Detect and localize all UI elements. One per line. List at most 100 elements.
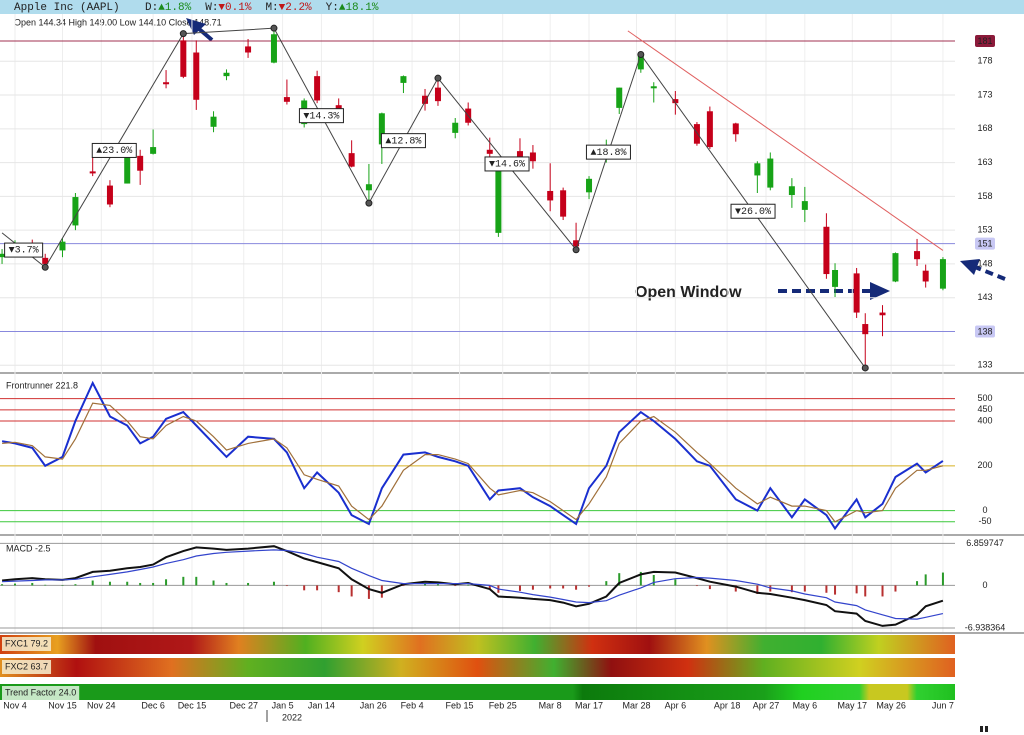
candle-body bbox=[365, 184, 372, 191]
y-tick-label: 500 bbox=[977, 393, 992, 403]
swing-label: ▼3.7% bbox=[9, 246, 39, 257]
strip-label-box bbox=[2, 660, 52, 674]
histogram-bar bbox=[588, 585, 591, 587]
candle-body bbox=[801, 201, 808, 210]
candle-body bbox=[314, 76, 321, 101]
candle-body bbox=[693, 124, 700, 144]
candle-body bbox=[0, 253, 6, 258]
histogram-bar bbox=[562, 585, 565, 589]
y-tick-label: 0 bbox=[982, 505, 987, 515]
year-label: 2022 bbox=[282, 712, 302, 722]
candle-body bbox=[422, 95, 429, 104]
swing-box bbox=[4, 242, 44, 258]
candle-body bbox=[137, 155, 144, 171]
strip-label: Trend Factor 24.0 bbox=[5, 687, 76, 697]
histogram-bar bbox=[708, 585, 711, 590]
histogram-bar bbox=[247, 582, 250, 586]
x-tick-label: Apr 6 bbox=[665, 700, 687, 710]
pivot bbox=[270, 24, 278, 32]
x-tick-label: Dec 15 bbox=[178, 700, 207, 710]
swing-box bbox=[730, 203, 776, 219]
histogram-bar bbox=[108, 581, 111, 586]
change: M:▼2.2% bbox=[265, 2, 312, 14]
candle-body bbox=[586, 178, 593, 193]
candle-body bbox=[637, 55, 644, 70]
level-label: 181 bbox=[977, 36, 992, 46]
heat-strip bbox=[0, 635, 955, 654]
candle-body bbox=[124, 147, 131, 184]
candle-body bbox=[245, 46, 252, 53]
swing-label: ▼14.6% bbox=[489, 160, 525, 171]
icon bbox=[985, 726, 988, 732]
y-tick-label: 173 bbox=[977, 89, 992, 99]
histogram-bar bbox=[152, 582, 155, 586]
swing-label: ▲18.8% bbox=[590, 148, 626, 159]
candle-body bbox=[573, 240, 580, 247]
x-tick-label: Apr 18 bbox=[714, 700, 741, 710]
x-tick-label: Nov 4 bbox=[3, 700, 27, 710]
candle-body bbox=[223, 72, 230, 77]
header-title: Apple Inc (AAPL) bbox=[14, 2, 120, 14]
x-tick-label: May 17 bbox=[838, 700, 868, 710]
heat-strip bbox=[0, 658, 955, 677]
histogram-bar bbox=[924, 574, 927, 586]
candle-body bbox=[59, 241, 66, 251]
x-tick-label: Dec 27 bbox=[229, 700, 258, 710]
y-tick-label: 178 bbox=[977, 56, 992, 66]
x-tick-label: Nov 24 bbox=[87, 700, 116, 710]
y-tick-label: 400 bbox=[977, 415, 992, 425]
candle-body bbox=[72, 197, 79, 226]
histogram-bar bbox=[195, 576, 198, 586]
swing-label: ▼14.3% bbox=[303, 111, 339, 122]
histogram-bar bbox=[337, 585, 340, 593]
change: D:▲1.8% bbox=[145, 2, 192, 14]
histogram-bar bbox=[825, 585, 828, 593]
histogram-bar bbox=[272, 581, 275, 586]
candle-body bbox=[270, 34, 277, 63]
y-tick-label: 450 bbox=[977, 404, 992, 414]
histogram-bar bbox=[652, 575, 655, 586]
candle-body bbox=[939, 259, 946, 289]
histogram-bar bbox=[734, 585, 737, 592]
histogram-bar bbox=[31, 582, 34, 586]
change-label: Y: bbox=[326, 2, 339, 14]
candle-body bbox=[180, 40, 187, 77]
histogram-bar bbox=[402, 585, 405, 587]
histogram-bar bbox=[74, 584, 77, 586]
swing-box bbox=[298, 108, 344, 124]
x-tick-label: Dec 6 bbox=[141, 700, 165, 710]
histogram-bar bbox=[605, 581, 608, 586]
histogram-bar bbox=[575, 585, 578, 590]
pivot bbox=[365, 199, 373, 207]
candle-body bbox=[832, 270, 839, 287]
pivot bbox=[861, 364, 869, 372]
change-value: ▲18.1% bbox=[339, 2, 379, 14]
candle-body bbox=[193, 52, 200, 100]
pivot bbox=[179, 30, 187, 38]
indicator-line bbox=[2, 545, 944, 627]
arrowhead bbox=[870, 282, 890, 300]
candle-body bbox=[400, 76, 407, 83]
y-tick-label: 6.859747 bbox=[966, 538, 1004, 548]
x-tick-label: Jun 7 bbox=[932, 700, 954, 710]
histogram-bar bbox=[834, 585, 837, 595]
x-tick-label: Mar 8 bbox=[539, 700, 562, 710]
histogram-bar bbox=[424, 583, 427, 586]
arrowhead bbox=[960, 259, 980, 275]
indicator-line bbox=[2, 402, 944, 523]
x-tick-label: Apr 27 bbox=[753, 700, 780, 710]
histogram-bar bbox=[639, 571, 642, 586]
histogram-bar bbox=[454, 585, 457, 587]
x-tick-label: Feb 15 bbox=[446, 700, 474, 710]
zigzag bbox=[1, 27, 866, 369]
candle-body bbox=[210, 116, 217, 127]
x-tick-label: Feb 25 bbox=[489, 700, 517, 710]
y-tick-label: -6.938364 bbox=[965, 622, 1006, 632]
x-tick-label: May 6 bbox=[793, 700, 818, 710]
y-tick-label: 148 bbox=[977, 258, 992, 268]
histogram-bar bbox=[488, 585, 491, 590]
level-box bbox=[975, 325, 995, 338]
histogram-bar bbox=[350, 585, 353, 597]
candle-body bbox=[853, 273, 860, 313]
arrow bbox=[974, 265, 1006, 281]
